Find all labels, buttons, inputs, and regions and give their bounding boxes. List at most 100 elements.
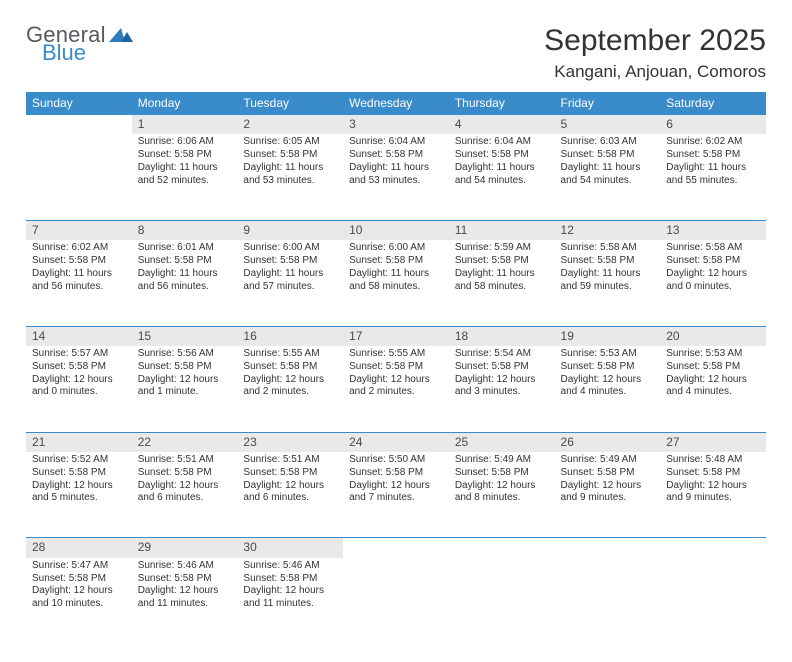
day-number [660, 538, 766, 558]
day-header: Tuesday [237, 92, 343, 115]
day-number: 15 [132, 326, 238, 346]
day-number: 3 [343, 115, 449, 135]
day-cell: Sunrise: 5:58 AMSunset: 5:58 PMDaylight:… [555, 240, 661, 326]
day-info-line: Sunset: 5:58 PM [243, 255, 337, 268]
day-cell: Sunrise: 5:49 AMSunset: 5:58 PMDaylight:… [555, 452, 661, 538]
header: General Blue September 2025 Kangani, Anj… [26, 24, 766, 82]
day-info-line: Sunrise: 6:02 AM [32, 242, 126, 255]
day-info-line: Sunrise: 5:56 AM [138, 348, 232, 361]
day-info-line: Daylight: 12 hours and 8 minutes. [455, 480, 549, 506]
day-number-row: 21222324252627 [26, 432, 766, 452]
day-number: 23 [237, 432, 343, 452]
day-cell: Sunrise: 5:47 AMSunset: 5:58 PMDaylight:… [26, 558, 132, 644]
day-info-line: Sunset: 5:58 PM [32, 361, 126, 374]
day-cell: Sunrise: 5:56 AMSunset: 5:58 PMDaylight:… [132, 346, 238, 432]
day-content-row: Sunrise: 5:52 AMSunset: 5:58 PMDaylight:… [26, 452, 766, 538]
day-header: Monday [132, 92, 238, 115]
day-info-line: Sunset: 5:58 PM [138, 467, 232, 480]
day-info-line: Sunset: 5:58 PM [455, 467, 549, 480]
day-number: 26 [555, 432, 661, 452]
day-info-line: Daylight: 11 hours and 56 minutes. [32, 268, 126, 294]
day-info-line: Sunset: 5:58 PM [666, 361, 760, 374]
day-cell: Sunrise: 6:06 AMSunset: 5:58 PMDaylight:… [132, 134, 238, 220]
day-info-line: Sunset: 5:58 PM [138, 255, 232, 268]
day-info-line: Sunrise: 5:58 AM [666, 242, 760, 255]
day-number: 28 [26, 538, 132, 558]
day-info-line: Daylight: 11 hours and 56 minutes. [138, 268, 232, 294]
day-number: 30 [237, 538, 343, 558]
day-info-line: Daylight: 11 hours and 53 minutes. [243, 162, 337, 188]
title-block: September 2025 Kangani, Anjouan, Comoros [544, 24, 766, 82]
day-number-row: 14151617181920 [26, 326, 766, 346]
day-number: 27 [660, 432, 766, 452]
day-number: 11 [449, 220, 555, 240]
day-info-line: Daylight: 12 hours and 7 minutes. [349, 480, 443, 506]
day-number: 19 [555, 326, 661, 346]
day-info-line: Sunrise: 5:57 AM [32, 348, 126, 361]
day-info-line: Daylight: 12 hours and 3 minutes. [455, 374, 549, 400]
day-info-line: Daylight: 12 hours and 9 minutes. [666, 480, 760, 506]
day-info-line: Daylight: 12 hours and 9 minutes. [561, 480, 655, 506]
calendar-header-row: SundayMondayTuesdayWednesdayThursdayFrid… [26, 92, 766, 115]
day-info-line: Daylight: 12 hours and 11 minutes. [243, 585, 337, 611]
day-cell: Sunrise: 6:01 AMSunset: 5:58 PMDaylight:… [132, 240, 238, 326]
day-info-line: Sunset: 5:58 PM [138, 573, 232, 586]
day-info-line: Sunrise: 5:51 AM [243, 454, 337, 467]
day-info-line: Sunrise: 5:48 AM [666, 454, 760, 467]
day-info-line: Sunrise: 5:59 AM [455, 242, 549, 255]
day-info-line: Daylight: 12 hours and 5 minutes. [32, 480, 126, 506]
day-info-line: Daylight: 11 hours and 58 minutes. [455, 268, 549, 294]
day-cell: Sunrise: 5:48 AMSunset: 5:58 PMDaylight:… [660, 452, 766, 538]
day-cell: Sunrise: 5:46 AMSunset: 5:58 PMDaylight:… [237, 558, 343, 644]
day-info-line: Sunrise: 6:00 AM [349, 242, 443, 255]
day-content-row: Sunrise: 6:02 AMSunset: 5:58 PMDaylight:… [26, 240, 766, 326]
day-info-line: Sunset: 5:58 PM [349, 361, 443, 374]
day-cell: Sunrise: 5:46 AMSunset: 5:58 PMDaylight:… [132, 558, 238, 644]
day-info-line: Sunset: 5:58 PM [243, 361, 337, 374]
day-info-line: Daylight: 12 hours and 11 minutes. [138, 585, 232, 611]
day-info-line: Sunrise: 5:50 AM [349, 454, 443, 467]
day-number: 5 [555, 115, 661, 135]
day-info-line: Sunrise: 5:58 AM [561, 242, 655, 255]
day-info-line: Sunrise: 5:53 AM [561, 348, 655, 361]
day-info-line: Sunrise: 6:02 AM [666, 136, 760, 149]
day-info-line: Sunrise: 6:00 AM [243, 242, 337, 255]
logo: General Blue [26, 24, 133, 64]
day-info-line: Sunset: 5:58 PM [561, 255, 655, 268]
day-info-line: Sunset: 5:58 PM [349, 467, 443, 480]
day-info-line: Daylight: 12 hours and 2 minutes. [349, 374, 443, 400]
day-cell: Sunrise: 5:51 AMSunset: 5:58 PMDaylight:… [237, 452, 343, 538]
day-info-line: Sunset: 5:58 PM [138, 361, 232, 374]
day-cell: Sunrise: 6:04 AMSunset: 5:58 PMDaylight:… [449, 134, 555, 220]
day-info-line: Daylight: 12 hours and 6 minutes. [243, 480, 337, 506]
day-cell: Sunrise: 6:05 AMSunset: 5:58 PMDaylight:… [237, 134, 343, 220]
day-number: 25 [449, 432, 555, 452]
day-content-row: Sunrise: 5:57 AMSunset: 5:58 PMDaylight:… [26, 346, 766, 432]
day-header: Wednesday [343, 92, 449, 115]
day-info-line: Sunset: 5:58 PM [666, 149, 760, 162]
day-header: Sunday [26, 92, 132, 115]
day-info-line: Sunset: 5:58 PM [455, 361, 549, 374]
day-info-line: Sunrise: 5:55 AM [243, 348, 337, 361]
day-info-line: Daylight: 12 hours and 4 minutes. [561, 374, 655, 400]
day-info-line: Sunrise: 6:04 AM [349, 136, 443, 149]
day-cell: Sunrise: 5:54 AMSunset: 5:58 PMDaylight:… [449, 346, 555, 432]
day-info-line: Sunrise: 5:55 AM [349, 348, 443, 361]
location: Kangani, Anjouan, Comoros [544, 62, 766, 82]
day-header: Saturday [660, 92, 766, 115]
day-info-line: Daylight: 11 hours and 54 minutes. [455, 162, 549, 188]
day-info-line: Sunrise: 6:03 AM [561, 136, 655, 149]
day-cell [26, 134, 132, 220]
day-info-line: Sunrise: 5:46 AM [243, 560, 337, 573]
day-info-line: Sunset: 5:58 PM [243, 467, 337, 480]
day-cell: Sunrise: 5:53 AMSunset: 5:58 PMDaylight:… [660, 346, 766, 432]
day-number: 10 [343, 220, 449, 240]
day-number: 18 [449, 326, 555, 346]
day-cell [555, 558, 661, 644]
day-number [26, 115, 132, 135]
day-number-row: 282930 [26, 538, 766, 558]
day-info-line: Sunset: 5:58 PM [32, 467, 126, 480]
day-number [555, 538, 661, 558]
day-cell: Sunrise: 5:49 AMSunset: 5:58 PMDaylight:… [449, 452, 555, 538]
day-number: 12 [555, 220, 661, 240]
